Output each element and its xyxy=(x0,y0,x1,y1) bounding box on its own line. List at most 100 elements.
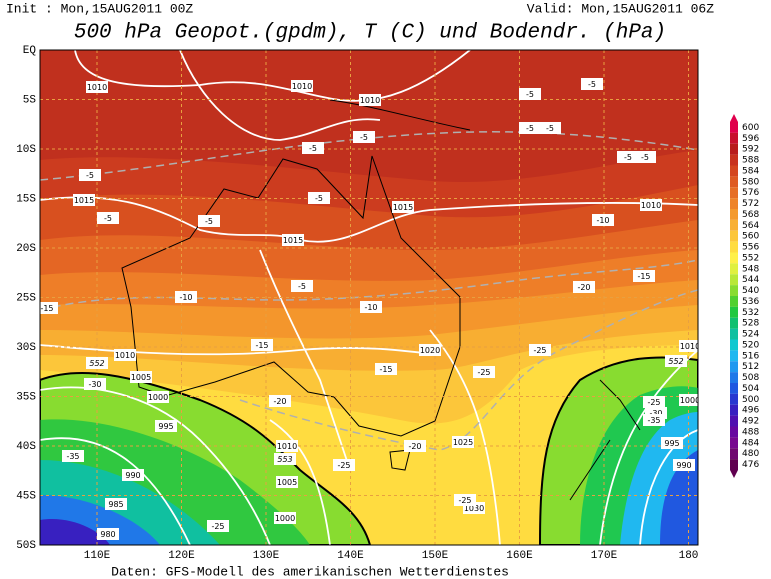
label-box xyxy=(147,391,169,403)
colorbar-label: 564 xyxy=(742,221,759,231)
contour-label: 1010 xyxy=(277,442,297,451)
contour-label: 1010 xyxy=(641,201,661,210)
init-time: Init : Mon,15AUG2011 00Z xyxy=(6,1,193,16)
contour-label: -10 xyxy=(596,216,609,225)
label-box xyxy=(175,291,197,303)
colorbar-cell xyxy=(730,448,738,460)
footer: Daten: GFS-Modell des amerikanischen Wet… xyxy=(111,564,509,579)
label-box xyxy=(130,371,152,383)
contour-label: -20 xyxy=(577,283,590,292)
label-box xyxy=(97,212,119,224)
colorbar-label: 580 xyxy=(742,177,759,187)
label-box xyxy=(207,520,229,532)
label-box xyxy=(79,169,101,181)
isotherms xyxy=(40,131,698,451)
contour-label: -5 xyxy=(546,124,554,133)
colorbar-cell xyxy=(730,306,738,318)
contour-label: -15 xyxy=(40,304,53,313)
label-box xyxy=(86,81,108,93)
contour-label: 990 xyxy=(125,471,140,480)
australia-coast xyxy=(121,155,461,437)
colorbar: 6005965925885845805765725685645605565525… xyxy=(730,114,759,478)
colorbar-cell xyxy=(730,393,738,405)
colorbar-label: 512 xyxy=(742,362,759,372)
contour-label: 1015 xyxy=(283,236,303,245)
contour-label: -35 xyxy=(647,416,660,425)
contour-label: 1005 xyxy=(277,478,297,487)
lat-label: 40S xyxy=(16,441,36,453)
label-box xyxy=(359,94,381,106)
contour-label: 1005 xyxy=(131,373,151,382)
label-box xyxy=(360,301,382,313)
lat-label: 45S xyxy=(16,490,36,502)
contour-label: -25 xyxy=(211,522,224,531)
contour-label: -25 xyxy=(647,398,660,407)
label-box xyxy=(84,378,106,390)
contour-label: 995 xyxy=(664,439,679,448)
label-box xyxy=(452,436,474,448)
label-box xyxy=(282,234,304,246)
colorbar-label: 536 xyxy=(742,297,759,307)
label-box xyxy=(634,151,656,163)
colorbar-cell xyxy=(730,241,738,253)
map-area: 1010 1010 1010 1015 1015 1015 1010 1010 1020 1005… xyxy=(40,50,698,545)
colorbar-cell xyxy=(730,296,738,307)
lon-label: 150E xyxy=(422,550,449,562)
label-box xyxy=(251,339,273,351)
colorbar-label: 572 xyxy=(742,199,759,209)
field xyxy=(40,519,110,545)
label-box xyxy=(573,281,595,293)
contour-label: -5 xyxy=(641,153,649,162)
label-box xyxy=(269,395,291,407)
contour-label: -25 xyxy=(458,496,471,505)
colorbar-label: 484 xyxy=(742,438,759,448)
colorbar-label: 516 xyxy=(742,351,759,361)
colorbar-label: 504 xyxy=(742,384,759,394)
contour-label: -5 xyxy=(588,80,596,89)
lon-label: 130E xyxy=(253,550,280,562)
colorbar-cell xyxy=(730,165,738,177)
contour-label: -5 xyxy=(526,124,534,133)
colorbar-cell xyxy=(730,339,738,351)
colorbar-cell xyxy=(730,132,738,144)
map-frame xyxy=(39,49,699,546)
label-box xyxy=(375,363,397,375)
contour-label: -20 xyxy=(273,397,286,406)
colorbar-label: 568 xyxy=(742,210,759,220)
contour-label: -15 xyxy=(255,341,268,350)
colorbar-label: 488 xyxy=(742,427,759,437)
contour-label: 980 xyxy=(100,530,115,539)
contour-label: 1015 xyxy=(393,203,413,212)
colorbar-label: 592 xyxy=(742,145,759,155)
lat-label: 30S xyxy=(16,342,36,354)
colorbar-cell xyxy=(730,350,738,362)
colorbar-cell xyxy=(730,209,738,220)
contour-label: 553 xyxy=(277,455,292,464)
label-box xyxy=(353,131,375,143)
label-box xyxy=(62,450,84,462)
colorbar-cell xyxy=(730,426,738,438)
contour-label: 1000 xyxy=(148,393,168,402)
contour-label: 552 xyxy=(668,357,683,366)
contour-label: -5 xyxy=(104,214,112,223)
contour-label: -25 xyxy=(477,368,490,377)
lat-label: EQ xyxy=(23,45,37,57)
colorbar-cell xyxy=(730,404,738,416)
colorbar-label: 600 xyxy=(742,123,759,133)
label-box xyxy=(97,528,119,540)
colorbar-cell xyxy=(730,328,738,340)
contour-label: -5 xyxy=(624,153,632,162)
colorbar-label: 548 xyxy=(742,264,759,274)
lat-label: 15S xyxy=(16,193,36,205)
contour-label: 1010 xyxy=(115,351,135,360)
colorbar-arrow xyxy=(730,114,738,122)
contour-label: -15 xyxy=(637,272,650,281)
label-box xyxy=(519,88,541,100)
contour-labels: 1010 1010 1010 1015 1015 1015 1010 1010 1020 1005… xyxy=(40,78,698,540)
map-title: 500 hPa Geopot.(gpdm), T (C) und Bodendr… xyxy=(74,22,666,45)
colorbar-label: 596 xyxy=(742,134,759,144)
contour-label: 552 xyxy=(89,359,104,368)
label-box xyxy=(454,494,476,506)
